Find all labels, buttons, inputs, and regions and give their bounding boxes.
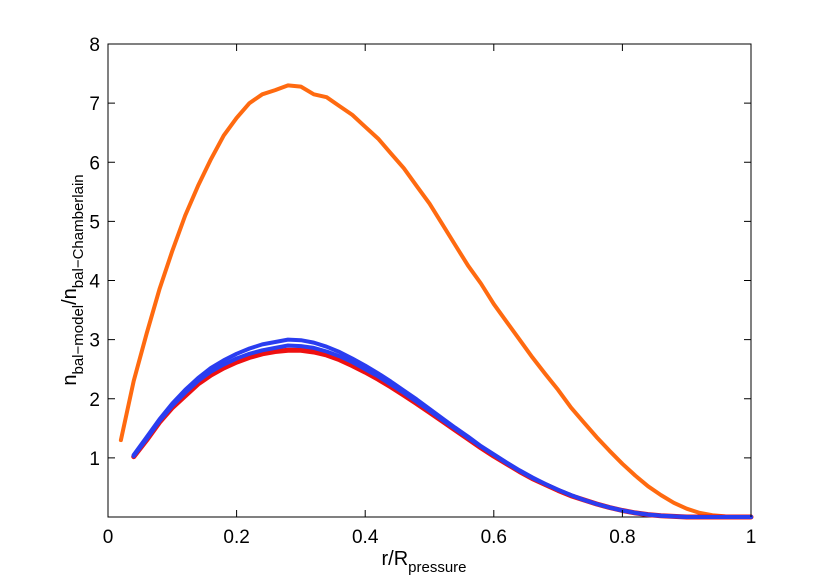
x-tick-label: 0.2 — [223, 527, 249, 548]
x-tick-label: 0.8 — [609, 527, 635, 548]
y-tick-label: 3 — [89, 331, 100, 352]
y-tick-label: 4 — [89, 272, 100, 293]
y-axis-label: nbal−model/nbal−Chamberlain — [59, 174, 87, 385]
x-tick-label: 1 — [746, 527, 757, 548]
series-layer — [118, 83, 754, 520]
x-tick-label: 0.6 — [481, 527, 507, 548]
y-tick-label: 1 — [89, 449, 100, 470]
y-tick-label: 5 — [89, 212, 100, 233]
plot-area — [107, 43, 752, 518]
x-axis-label: r/Rpressure — [381, 548, 466, 576]
x-tick-label: 0.4 — [352, 527, 379, 548]
y-tick-label: 2 — [89, 390, 100, 411]
series-line-4 — [131, 343, 753, 519]
y-tick-label: 8 — [89, 35, 100, 56]
ticks-layer: 0 0.2 0.4 0.6 0.8 1 1 2 3 4 5 6 7 8 — [89, 35, 756, 548]
x-tick-label: 0 — [103, 527, 114, 548]
y-tick-label: 6 — [89, 153, 100, 174]
series-line-1 — [118, 83, 753, 519]
y-tick-label: 7 — [89, 94, 100, 115]
